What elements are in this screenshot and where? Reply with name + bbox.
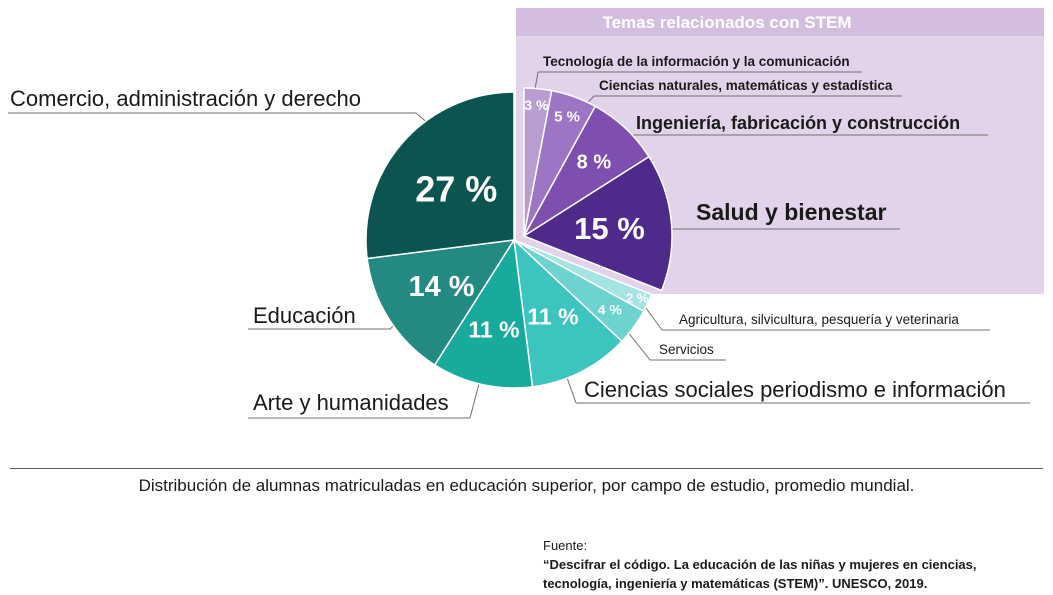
leader-line (469, 379, 481, 419)
pie-chart: Temas relacionados con STEM 3 % 5 % 8 % 15 … (8, 8, 1044, 419)
slice-percent-label: 5 % (554, 108, 580, 125)
slice-name-label: Comercio, administración y derecho (10, 86, 361, 111)
slice-percent-label: 15 % (574, 211, 645, 246)
slice-percent-label: 2 % (626, 291, 649, 306)
slice-percent-label: 11 % (527, 304, 578, 330)
source-label: Fuente: (543, 538, 588, 553)
slice-name-label: Arte y humanidades (253, 390, 449, 415)
caption-divider (10, 468, 1043, 469)
slice-name-label: Tecnología de la información y la comuni… (543, 54, 850, 69)
figure-caption: Distribución de alumnas matriculadas en … (138, 476, 915, 495)
pie-slice (512, 238, 623, 388)
slice-percent-labels: 3 % 5 % 8 % 15 % 2 %4 % 11 % 11 % 14 % 27 % (408, 97, 648, 343)
stem-group-title: Temas relacionados con STEM (602, 13, 851, 32)
slice-percent-label: 14 % (408, 271, 474, 303)
source-line-2: tecnología, ingeniería y matemáticas (ST… (543, 576, 928, 591)
pie-slices (365, 87, 673, 389)
stem-title-band (516, 8, 1044, 36)
pie-slice (366, 239, 516, 366)
slice-name-label: Ingeniería, fabricación y construcción (636, 113, 960, 133)
slice-percent-label: 3 % (524, 97, 549, 113)
slice-percent-label: 27 % (415, 169, 497, 210)
slice-percent-label: 11 % (468, 317, 519, 343)
slice-name-label: Educación (253, 303, 356, 328)
pie-slice (522, 155, 673, 292)
slice-name-labels: Tecnología de la información y la comuni… (10, 54, 1006, 415)
slice-name-label: Salud y bienestar (696, 199, 887, 225)
source-note: Fuente: “Descifrar el código. La educaci… (543, 536, 977, 593)
slice-name-label: Ciencias naturales, matemáticas y estadí… (599, 78, 893, 93)
source-line-1: “Descifrar el código. La educación de la… (543, 557, 977, 572)
slice-name-label: Agricultura, silvicultura, pesquería y v… (679, 312, 959, 327)
slice-name-label: Ciencias sociales periodismo e informaci… (584, 377, 1006, 402)
slice-name-label: Servicios (659, 342, 714, 357)
slice-percent-label: 8 % (577, 152, 612, 174)
slice-percent-label: 4 % (598, 301, 623, 317)
pie-slice (365, 91, 515, 260)
pie-slice (433, 237, 534, 389)
